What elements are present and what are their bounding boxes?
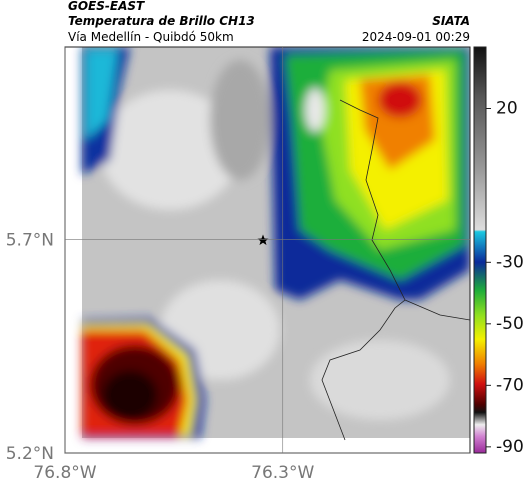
- colorbar-tick-label: 20: [496, 99, 518, 119]
- route-label: Vía Medellín - Quibdó 50km: [68, 30, 234, 44]
- timestamp: 2024-09-01 00:29: [362, 30, 470, 44]
- y-tick-label: 5.2°N: [6, 444, 54, 464]
- org-label: SIATA: [432, 14, 470, 28]
- x-tick-label: 76.8°W: [33, 463, 96, 483]
- colorbar-tick-label: -50: [496, 314, 524, 334]
- colorbar-tick-label: -30: [496, 252, 524, 272]
- colorbar: [473, 46, 487, 454]
- colorbar-tick-label: -70: [496, 375, 524, 395]
- source-title: GOES-EAST: [68, 0, 145, 13]
- product-title: Temperatura de Brillo CH13: [68, 14, 255, 28]
- city-marker: [257, 234, 269, 245]
- y-tick-label: 5.7°N: [6, 230, 54, 250]
- colorbar-tick-label: -90: [496, 437, 524, 457]
- x-tick-label: 76.3°W: [251, 463, 314, 483]
- satellite-image: [65, 47, 470, 453]
